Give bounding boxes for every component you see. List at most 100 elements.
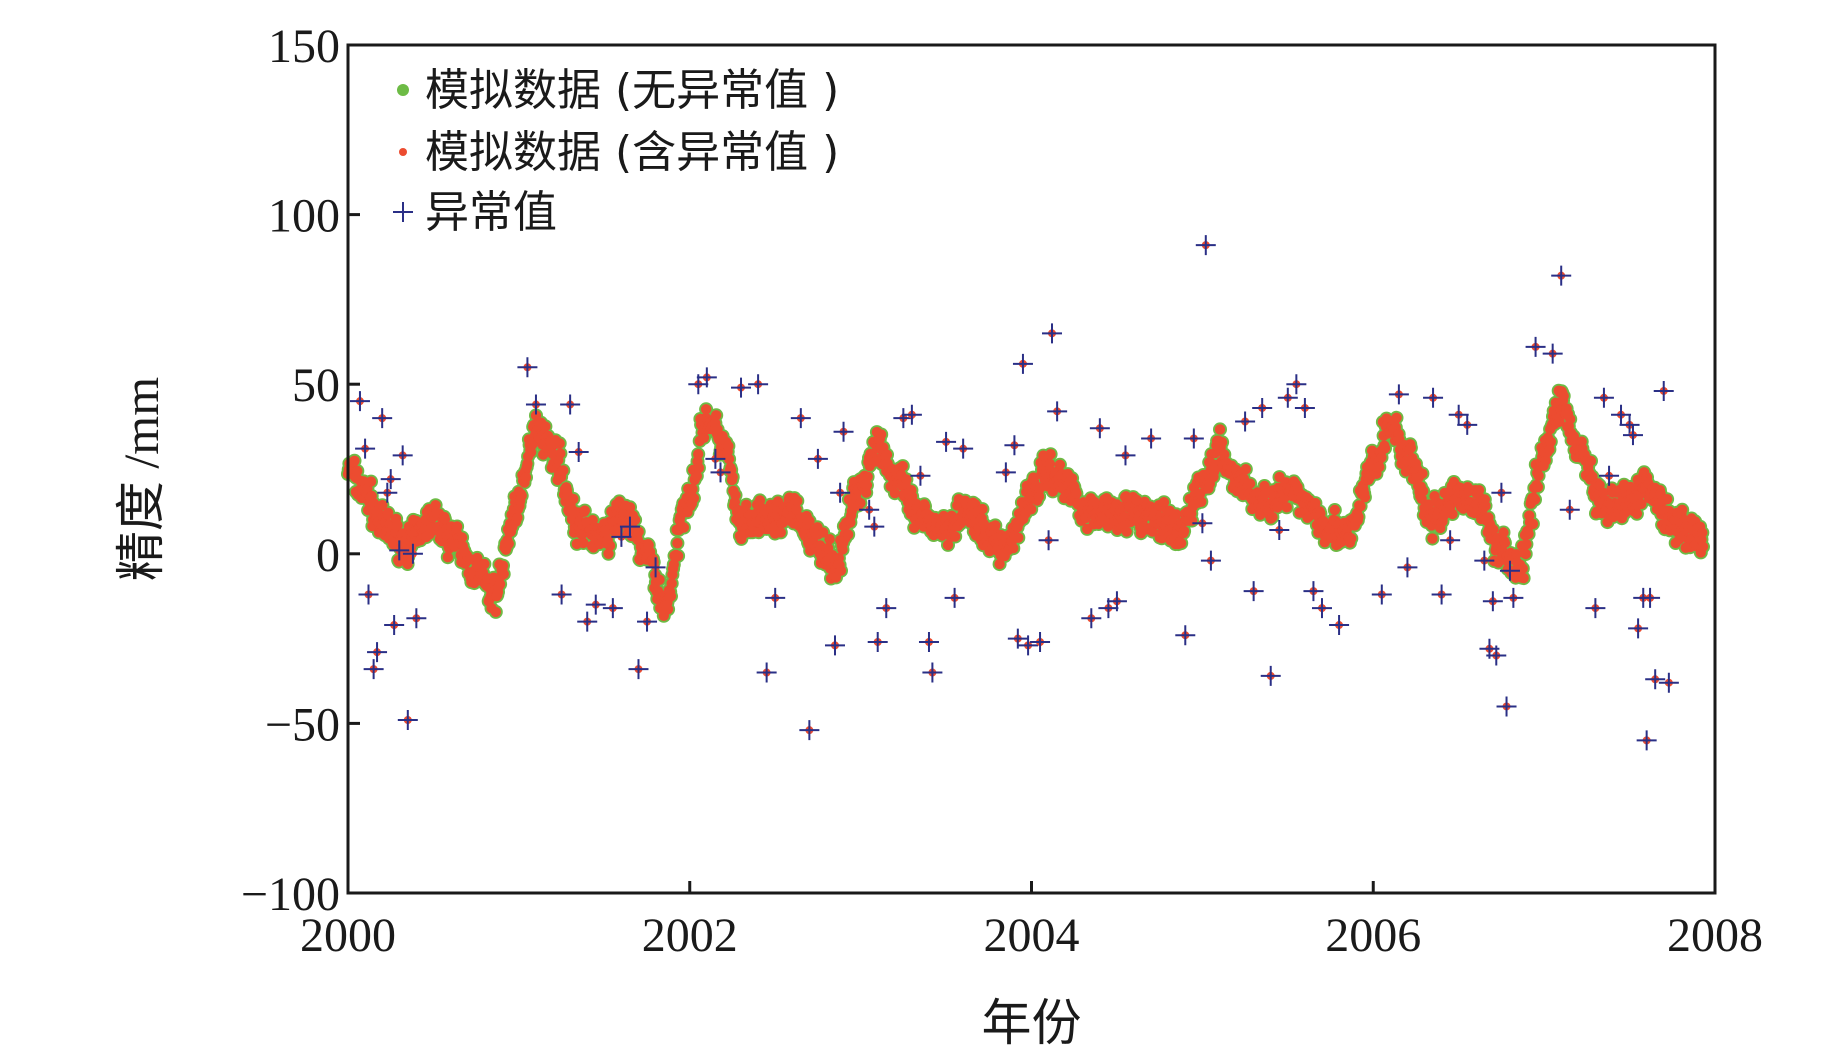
data-point-with-outliers [633,526,644,537]
data-point-with-outliers [741,499,752,510]
outlier-marker [1277,387,1298,408]
data-point-with-outliers [377,500,388,511]
outlier-marker [602,598,623,619]
outlier-marker [1286,374,1307,395]
y-tick-label: 100 [268,190,340,243]
data-point-with-outliers [1636,498,1647,510]
data-point-with-outliers [1527,518,1539,530]
outlier-marker [944,587,965,608]
legend-marker-with-outliers [399,148,407,156]
data-point-with-outliers [994,558,1005,570]
outlier-marker [1260,665,1281,686]
outlier-marker [628,659,649,680]
data-point-with-outliers [861,480,873,491]
data-point-with-outliers [792,495,803,507]
data-point-with-outliers [365,476,377,487]
data-point-with-outliers [693,462,705,474]
data-point-with-outliers [817,527,829,538]
data-point-with-outliers [835,565,847,576]
data-point-with-outliers [540,421,551,432]
data-point-with-outliers [512,512,523,523]
data-point-with-outliers [1498,527,1509,538]
outlier-marker [1294,397,1315,418]
outlier-marker [349,391,370,412]
outlier-marker [864,516,885,537]
y-tick-label: 0 [316,529,340,582]
outlier-marker [1499,560,1520,581]
outlier-marker [1329,615,1350,636]
outlier-marker [1038,530,1059,551]
data-point-with-outliers [1523,528,1534,540]
x-axis-title: 年份 [982,995,1082,1051]
data-point-with-outliers [897,460,908,472]
outlier-marker [637,611,658,632]
outlier-marker [922,662,943,683]
data-point-with-outliers [727,471,738,483]
outlier-marker [358,584,379,605]
data-point-with-outliers [604,540,616,551]
outlier-marker [1448,404,1469,425]
data-point-with-outliers [1374,461,1385,473]
data-point-with-outliers [889,488,901,499]
data-point-with-outliers [1631,508,1643,519]
data-point-with-outliers [1697,527,1708,538]
data-point-with-outliers [497,560,509,571]
data-point-with-outliers [1427,533,1438,544]
outlier-marker [1525,336,1546,357]
data-point-with-outliers [1033,491,1045,502]
data-point-with-outliers [568,493,579,505]
outlier-marker [1269,520,1290,541]
data-point-with-outliers [1521,539,1532,550]
data-point-with-outliers [392,520,403,531]
outlier-marker [1593,387,1614,408]
outlier-marker [1474,550,1495,571]
data-point-with-outliers [1533,470,1544,481]
outlier-marker [1175,625,1196,646]
outlier-marker [406,608,427,629]
data-point-with-outliers [977,503,988,515]
data-point-with-outliers [442,552,453,563]
outlier-marker [790,408,811,429]
outlier-marker [756,662,777,683]
outlier-marker [1115,445,1136,466]
outlier-marker [568,442,589,463]
outlier-marker [363,659,384,680]
data-point-with-outliers [520,472,532,483]
y-tick-label: 150 [268,20,340,73]
data-point-with-outliers [558,465,569,476]
data-point-with-outliers [555,448,566,459]
outlier-marker [1542,343,1563,364]
data-point-with-outliers [1121,526,1132,537]
data-point-with-outliers [723,453,735,465]
data-point-with-outliers [490,606,501,618]
outlier-marker [807,448,828,469]
outlier-marker [1611,404,1632,425]
data-point-with-outliers [1554,416,1565,427]
data-point-with-outliers [1391,412,1402,423]
data-point-with-outliers [603,548,614,559]
legend-label-outlier: 异常值 [425,187,557,238]
outlier-marker [953,438,974,459]
outlier-marker [1486,645,1507,666]
legend-marker-clean [397,84,409,96]
data-point-with-outliers [1158,497,1170,508]
outlier-marker [1658,672,1679,693]
outlier-marker [517,357,538,378]
data-point-with-outliers [1131,494,1142,506]
data-point-with-outliers [654,574,665,585]
x-tick-label: 2002 [642,909,738,962]
data-point-with-outliers [723,440,734,452]
data-point-with-outliers [804,515,815,527]
outlier-marker [389,540,410,561]
data-point-with-outliers [479,558,490,570]
data-point-with-outliers [672,550,684,562]
outlier-marker [1106,591,1127,612]
data-point-with-outliers [1677,504,1688,515]
outlier-marker [867,631,888,652]
data-point-with-outliers [1171,509,1182,520]
data-point-with-outliers [1034,483,1046,494]
data-point-with-outliers [1480,500,1491,511]
outlier-marker [1183,428,1204,449]
data-point-with-outliers [525,447,537,458]
data-point-with-outliers [843,529,854,540]
